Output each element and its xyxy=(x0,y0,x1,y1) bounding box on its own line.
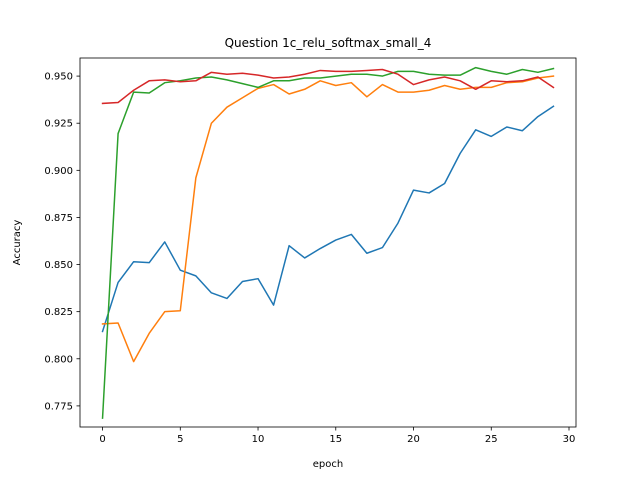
x-tick-label: 0 xyxy=(99,434,105,445)
y-tick-label: 0.825 xyxy=(44,307,73,318)
y-tick-label: 0.850 xyxy=(44,260,73,271)
y-axis-label: Accuracy xyxy=(12,220,23,266)
x-tick-label: 20 xyxy=(407,434,420,445)
y-axis: 0.775 0.800 0.825 0.850 0.875 0.900 0.925 0.950 xyxy=(44,72,80,412)
x-tick-label: 25 xyxy=(485,434,498,445)
y-tick-label: 0.775 xyxy=(44,401,73,412)
x-tick-label: 5 xyxy=(177,434,183,445)
x-tick-label: 10 xyxy=(252,434,265,445)
x-tick-label: 15 xyxy=(329,434,342,445)
y-tick-label: 0.950 xyxy=(44,72,73,83)
series-line-1 xyxy=(101,105,555,333)
y-tick-label: 0.875 xyxy=(44,213,73,224)
chart-title: Question 1c_relu_softmax_small_4 xyxy=(225,36,432,50)
series-line-4 xyxy=(101,68,555,105)
y-tick-label: 0.800 xyxy=(44,354,73,365)
x-tick-label: 30 xyxy=(563,434,576,445)
x-axis-label: epoch xyxy=(313,459,343,470)
y-tick-label: 0.925 xyxy=(44,119,73,130)
x-axis: 0 5 10 15 20 25 30 xyxy=(99,427,575,445)
y-tick-label: 0.900 xyxy=(44,166,73,177)
plot-lines xyxy=(101,66,555,419)
plot-frame xyxy=(79,57,577,428)
